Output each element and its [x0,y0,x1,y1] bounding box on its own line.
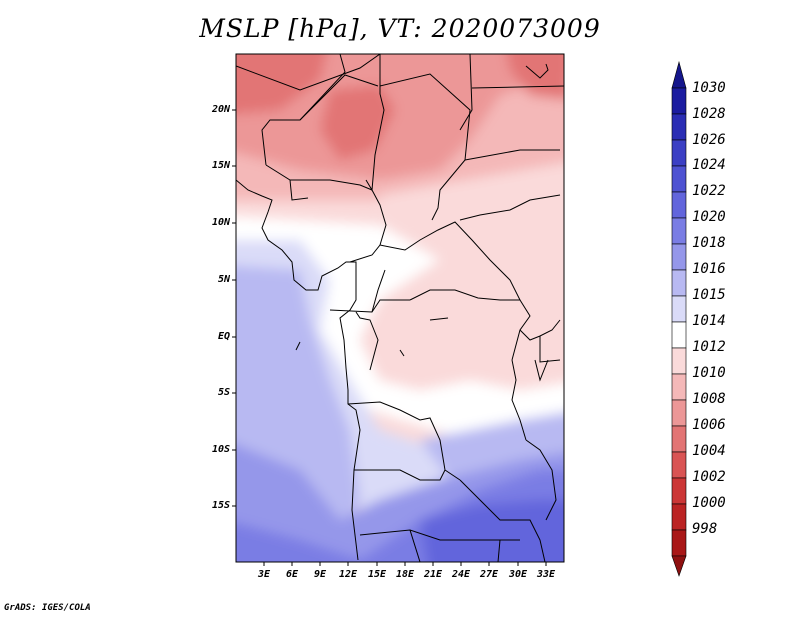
colorbar-label-1006: 1006 [692,417,726,433]
colorbar-label-1022: 1022 [692,183,726,199]
colorbar-swatch-1004 [671,451,687,479]
field-1006-east [506,54,564,100]
lon-label-9e: 9E [313,569,327,580]
colorbar-label-1004: 1004 [692,443,726,459]
colorbar-swatch-1000 [671,503,687,531]
colorbar-label-1015: 1015 [692,287,726,303]
colorbar-swatch-1024 [671,165,687,193]
colorbar-swatch-1015 [671,295,687,323]
colorbar-swatch-1010 [671,373,687,401]
lat-label-15n: 15N [211,160,230,171]
lon-label-24e: 24E [451,569,471,580]
colorbar-swatch-1030 [671,87,687,115]
colorbar-swatch-1014 [671,321,687,349]
field-1022 [420,500,564,562]
lat-label-20n: 20N [211,104,230,115]
colorbar-label-1020: 1020 [692,209,726,225]
lat-label-10n: 10N [211,217,230,228]
colorbar-swatch-1026 [671,139,687,167]
lat-label-5s: 5S [217,387,230,398]
colorbar-bottom-arrow [671,555,687,577]
colorbar-swatch-1012 [671,347,687,375]
colorbar-label-1016: 1016 [692,261,726,277]
colorbar-swatch-1016 [671,269,687,297]
lon-label-15e: 15E [367,569,387,580]
colorbar-swatch-998 [671,529,687,557]
colorbar-label-1028: 1028 [692,106,726,122]
colorbar-label-1018: 1018 [692,235,726,251]
lon-label-27e: 27E [479,569,499,580]
country-boundaries [236,54,564,562]
colorbar-label-1026: 1026 [692,132,726,148]
colorbar-top-arrow [671,60,687,89]
lat-label-15s: 15S [211,500,230,511]
colorbar-label-1008: 1008 [692,391,726,407]
colorbar-label-1030: 1030 [692,80,726,96]
colorbar-label-998: 998 [692,521,718,537]
colorbar-label-1014: 1014 [692,313,726,329]
colorbar-swatch-1028 [671,113,687,141]
colorbar-label-1010: 1010 [692,365,726,381]
colorbar-label-1012: 1012 [692,339,726,355]
field-1006-center [320,85,395,160]
colorbar-label-1002: 1002 [692,469,726,485]
lon-label-30e: 30E [508,569,528,580]
lon-label-12e: 12E [338,569,358,580]
field-1012-east [380,162,564,245]
lon-label-18e: 18E [395,569,415,580]
lat-label-5n: 5N [217,274,230,285]
colorbar-swatch-1006 [671,425,687,453]
colorbar-label-1024: 1024 [692,157,726,173]
map-frame [235,53,565,563]
field-1006-west [236,54,327,114]
lon-label-3e: 3E [257,569,271,580]
pressure-field [236,54,564,562]
axis-ticks [232,109,547,566]
lon-label-21e: 21E [423,569,443,580]
colorbar-swatch-1008 [671,399,687,427]
colorbar-swatch-1002 [671,477,687,505]
colorbar [671,60,687,577]
lon-label-33e: 33E [536,569,556,580]
field-1008 [236,54,564,180]
lat-label-eq: EQ [217,331,230,342]
colorbar-swatch-1018 [671,243,687,271]
lon-label-6e: 6E [285,569,299,580]
colorbar-swatch-1022 [671,191,687,219]
lat-label-10s: 10S [211,444,230,455]
grads-credit: GrADS: IGES/COLA [4,603,91,613]
colorbar-swatch-1020 [671,217,687,245]
colorbar-label-1000: 1000 [692,495,726,511]
map-title: MSLP [hPa], VT: 2020073009 [199,14,601,43]
